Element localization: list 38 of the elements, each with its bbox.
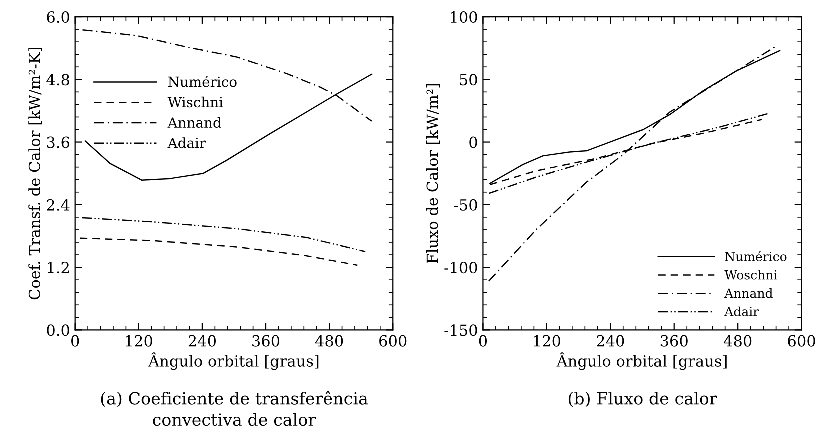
y-tick-label: -150 bbox=[444, 324, 478, 336]
y-tick-label: 3.6 bbox=[47, 136, 70, 148]
y-tick-label: -100 bbox=[444, 262, 478, 274]
legend-label: Numérico bbox=[725, 251, 787, 262]
x-axis-title: Ângulo orbital [graus] bbox=[148, 352, 319, 370]
y-tick-label: 4.8 bbox=[46, 74, 70, 86]
legend-label: Annand bbox=[168, 117, 222, 128]
y-tick-label: 6.0 bbox=[47, 11, 70, 24]
x-tick-label: 360 bbox=[660, 335, 688, 347]
x-tick-label: 240 bbox=[597, 335, 624, 347]
x-tick-label: 360 bbox=[252, 335, 280, 347]
legend-label: Annand bbox=[724, 288, 773, 298]
y-tick-label: 100 bbox=[451, 11, 478, 24]
legend-label: Wischni bbox=[168, 96, 224, 108]
y-tick-label: 0 bbox=[470, 136, 478, 148]
y-axis-title: Coef. Transf. de Calor [kW/m²-K] bbox=[28, 48, 42, 300]
x-tick-label: 0 bbox=[71, 335, 80, 347]
x-tick-label: 0 bbox=[479, 335, 488, 347]
y-tick-label: 2.4 bbox=[47, 199, 70, 211]
text: (b) Fluxo de calor bbox=[568, 392, 718, 408]
y-tick-label: 50 bbox=[460, 74, 478, 86]
legend-label: Adair bbox=[724, 306, 760, 317]
legend-label: Numérico bbox=[168, 76, 237, 88]
y-axis-title: Fluxo de Calor [kW/m²] bbox=[426, 84, 440, 264]
x-axis-title: Ângulo orbital [graus] bbox=[556, 352, 727, 370]
x-tick-label: 600 bbox=[788, 335, 816, 347]
x-tick-label: 240 bbox=[188, 335, 216, 347]
x-tick-label: 480 bbox=[315, 335, 344, 347]
legend-label: Adair bbox=[168, 138, 206, 148]
x-tick-label: 120 bbox=[126, 335, 152, 347]
y-tick-label: 0.0 bbox=[47, 324, 70, 336]
text: (a) Coeficiente de transferência convectiva de calor bbox=[101, 391, 368, 426]
x-tick-label: 120 bbox=[534, 335, 560, 347]
x-tick-label: 480 bbox=[724, 335, 752, 347]
y-tick-label: -50 bbox=[454, 199, 478, 211]
x-tick-label: 600 bbox=[380, 335, 407, 347]
legend-label: Woschni bbox=[724, 270, 778, 280]
y-tick-label: 1.2 bbox=[48, 262, 69, 274]
